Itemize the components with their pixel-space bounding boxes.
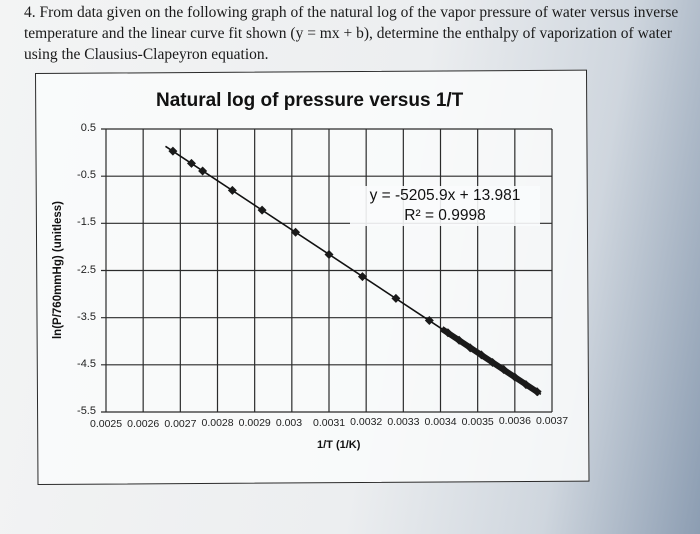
x-tick-label: 0.0026 [127,417,160,430]
data-point [198,166,208,176]
data-point [168,146,178,156]
trendline-equation-box: y = -5205.9x + 13.981 R² = 0.9998 [350,186,540,226]
r-squared: R² = 0.9998 [404,207,486,224]
dense-data-cluster [440,326,542,396]
x-tick-label: 0.003 [275,416,303,429]
x-axis-label: 1/T (1/K) [317,439,361,451]
data-point [357,272,367,282]
trendline-equation: y = -5205.9x + 13.981 [369,187,521,204]
data-point [391,293,401,303]
x-tick-label: 0.0034 [424,415,457,428]
question-body: From data given on the following graph o… [24,4,679,63]
x-tick-label: 0.0033 [387,416,420,428]
question-number: 4. [24,4,36,21]
data-point [227,185,237,195]
data-point [186,158,196,168]
x-tick-label: 0.0027 [164,417,197,430]
y-tick-label: -3.5 [77,310,96,323]
x-tick-label: 0.0035 [461,415,494,428]
x-tick-label: 0.0031 [313,416,346,429]
data-point [257,205,267,215]
x-tick-label: 0.0028 [201,417,234,430]
data-point [291,227,301,237]
x-tick-label: 0.0029 [238,417,271,429]
data-point [324,249,334,259]
question-text: 4. From data given on the following grap… [24,2,684,65]
y-tick-label: -2.5 [77,263,96,276]
x-tick-label: 0.0025 [90,418,123,430]
gridlines [101,128,553,413]
y-tick-label: 0.5 [80,122,96,134]
data-point [424,315,434,325]
data-points [168,146,542,397]
y-tick-label: -1.5 [77,216,96,229]
y-tick-label: -0.5 [77,169,96,182]
chart-title: Natural log of pressure versus 1/T [156,90,464,111]
y-tick-label: -4.5 [77,357,96,370]
y-tick-label: -5.5 [77,405,96,417]
x-tick-label: 0.0037 [536,415,569,427]
x-tick-label: 0.0032 [350,416,383,429]
x-tick-label: 0.0036 [498,415,531,428]
